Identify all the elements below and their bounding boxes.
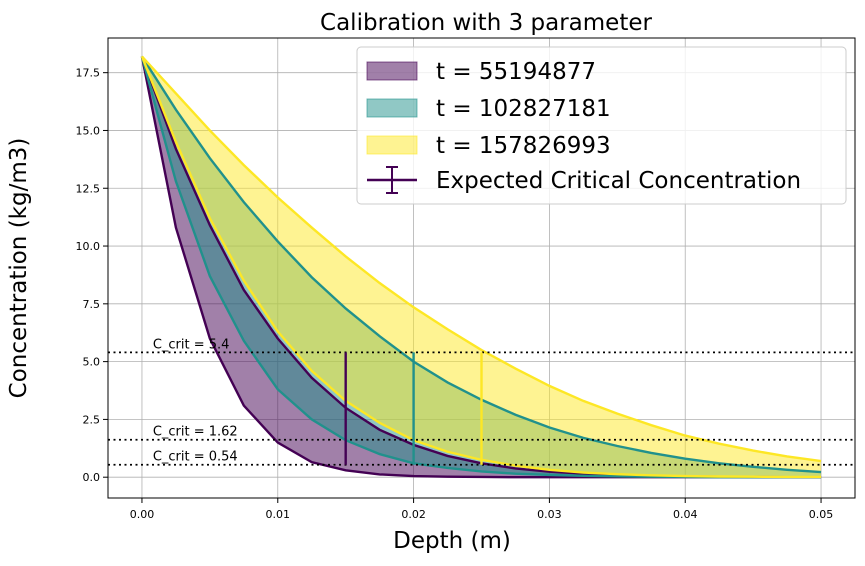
y-tick-label: 2.5: [83, 413, 101, 426]
x-tick-label: 0.04: [673, 508, 698, 521]
y-axis-label: Concentration (kg/m3): [6, 138, 32, 399]
critical-line-label: C_crit = 5.4: [153, 337, 230, 352]
chart-title: Calibration with 3 parameter: [320, 10, 652, 36]
x-tick-label: 0.05: [809, 508, 834, 521]
y-tick-label: 7.5: [83, 298, 101, 311]
legend-frame: [356, 46, 847, 205]
x-tick-label: 0.00: [130, 508, 155, 521]
curve-upper: [141, 55, 822, 463]
critical-line-label: C_crit = 0.54: [153, 450, 238, 465]
x-tick-label: 0.02: [401, 508, 426, 521]
y-tick-label: 0.0: [83, 471, 101, 484]
y-tick-label: 15.0: [76, 124, 101, 137]
data-layer: [108, 55, 855, 479]
y-tick-label: 17.5: [76, 67, 101, 80]
legend-swatch: [366, 135, 418, 155]
x-tick-label: 0.01: [266, 508, 291, 521]
legend-swatch: [366, 61, 418, 81]
y-tick-label: 5.0: [83, 356, 101, 369]
y-tick-label: 12.5: [76, 182, 101, 195]
axes-frame: [107, 37, 856, 499]
critical-line-label: C_crit = 1.62: [153, 425, 238, 440]
legend: t = 55194877 t = 102827181 t = 157826993 Ex…: [356, 46, 847, 205]
y-tick-label: 10.0: [76, 240, 101, 253]
legend-label: t = 55194877: [436, 59, 596, 85]
legend-label: t = 157826993: [436, 133, 611, 159]
legend-swatch: [366, 98, 418, 118]
legend-label: Expected Critical Concentration: [436, 168, 801, 194]
x-tick-label: 0.03: [537, 508, 562, 521]
legend-label: t = 102827181: [436, 96, 611, 122]
x-axis-label: Depth (m): [393, 528, 511, 554]
